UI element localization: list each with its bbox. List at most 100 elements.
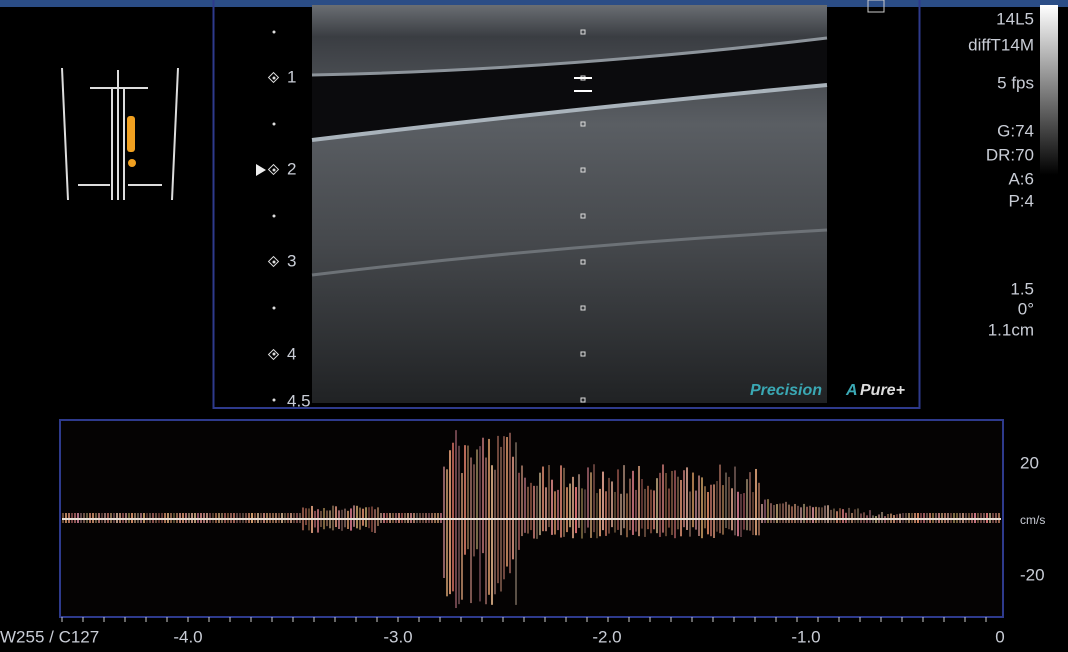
spectrum-line [671, 470, 673, 535]
time-label: -3.0 [383, 627, 412, 646]
setting-label: 1.5 [1010, 279, 1034, 298]
spectrum-line [722, 485, 724, 535]
spectrum-line [602, 471, 604, 531]
spectrum-line [542, 466, 544, 532]
spectrum-line [629, 478, 631, 531]
depth-marker [267, 255, 280, 268]
spectrum-line [785, 501, 787, 523]
vessel-lumen [312, 38, 827, 140]
spectrum-line [749, 472, 751, 531]
settings-panel: 14L5 diffT14M 5 fps G:74 DR:70 A:6 P:4 1.50° 1.1… [968, 9, 1034, 339]
spectrum-line [458, 445, 460, 605]
spectrum-line [695, 490, 697, 530]
spectrum-line [596, 493, 598, 539]
spectrum-line [632, 470, 634, 535]
spectrum-line [461, 473, 463, 600]
spectrum-line [551, 479, 553, 535]
spectrum-line [794, 503, 796, 523]
setting-label: 1.1cm [988, 320, 1034, 339]
spectrum-line [782, 503, 784, 523]
spectrum-line [569, 483, 571, 528]
depth-scale: 1 2 3 4 4.5 [256, 30, 311, 410]
spectrum-line [836, 511, 838, 523]
depth-label: 1 [287, 67, 296, 86]
spectrum-line [581, 488, 583, 539]
spectrum-line [635, 489, 637, 532]
depth-marker [267, 163, 280, 176]
spectrum-line [488, 438, 490, 595]
top-bar [0, 0, 1068, 7]
spectrum-line [473, 464, 475, 557]
spectrum-line [356, 505, 358, 529]
spectrum-line [536, 485, 538, 539]
spectrum-line [620, 493, 622, 536]
spectrum-line [644, 488, 646, 537]
time-label: -4.0 [173, 627, 202, 646]
spectrum-line [728, 476, 730, 530]
spectrum-line [848, 507, 850, 523]
spectrum-line [758, 482, 760, 536]
spectrum-line [623, 465, 625, 529]
spectrum-line [659, 472, 661, 537]
spectrum-line [779, 503, 781, 523]
spectrum-line [587, 467, 589, 528]
spectrum-line [725, 472, 727, 528]
spectrum-line [755, 468, 757, 536]
spectrum-line [491, 465, 493, 605]
spectrum-line [713, 484, 715, 538]
spectrum-line [734, 466, 736, 536]
spectrum-line [833, 508, 835, 523]
spectrum-line [515, 442, 517, 605]
scale-label: 20 [1020, 453, 1039, 472]
depth-label: 2 [287, 159, 296, 178]
spectrum-line [614, 491, 616, 533]
spectrum-line [599, 488, 601, 537]
spectrum-line [485, 457, 487, 605]
spectrum-line [539, 472, 541, 536]
spectrum-line [656, 478, 658, 534]
spectrum-line [506, 437, 508, 567]
brand: A [845, 382, 858, 399]
vessel-wall [311, 36, 828, 77]
setting-label: P:4 [1008, 191, 1034, 210]
spectrum-line [467, 445, 469, 550]
spectrum-line [881, 511, 883, 523]
spectrum-line [683, 470, 685, 528]
spectrum-line [527, 486, 529, 534]
spectrum-line [554, 491, 556, 535]
vessel-wall [311, 83, 828, 142]
brand: Precision [750, 382, 822, 399]
spectrum-line [497, 435, 499, 584]
spectrum-line [452, 442, 454, 592]
focus-marker [256, 164, 266, 176]
depth-dot [272, 122, 276, 126]
gate-dot [580, 305, 586, 311]
icon [867, 0, 885, 13]
probe-marker [128, 159, 136, 167]
depth-dot [272, 168, 276, 172]
spectrum-line [701, 477, 703, 539]
spectrum-line [815, 506, 817, 523]
spectrum-line [716, 481, 718, 532]
spectrum-line [674, 470, 676, 539]
image-frame [212, 0, 921, 409]
window-level: W255 / C127 [0, 627, 99, 646]
spectrum-line [800, 507, 802, 523]
spectrum-line [854, 509, 856, 523]
spectrum-line [806, 506, 808, 523]
spectrum-line [791, 506, 793, 523]
spectrum-line [641, 478, 643, 529]
spectrum-line [545, 487, 547, 532]
spectrum-line [524, 477, 526, 533]
spectrum-line [719, 464, 721, 534]
gate-dot [580, 351, 586, 357]
spectrum-line [743, 493, 745, 530]
spectrum-line [830, 509, 832, 523]
spectrum-line [746, 479, 748, 531]
spectrum-line [821, 507, 823, 523]
tissue-layer [311, 228, 828, 277]
spectrum-line [680, 479, 682, 537]
spectrum-line [647, 485, 649, 530]
spectrum-line [707, 492, 709, 535]
spectrum-line [626, 493, 628, 538]
